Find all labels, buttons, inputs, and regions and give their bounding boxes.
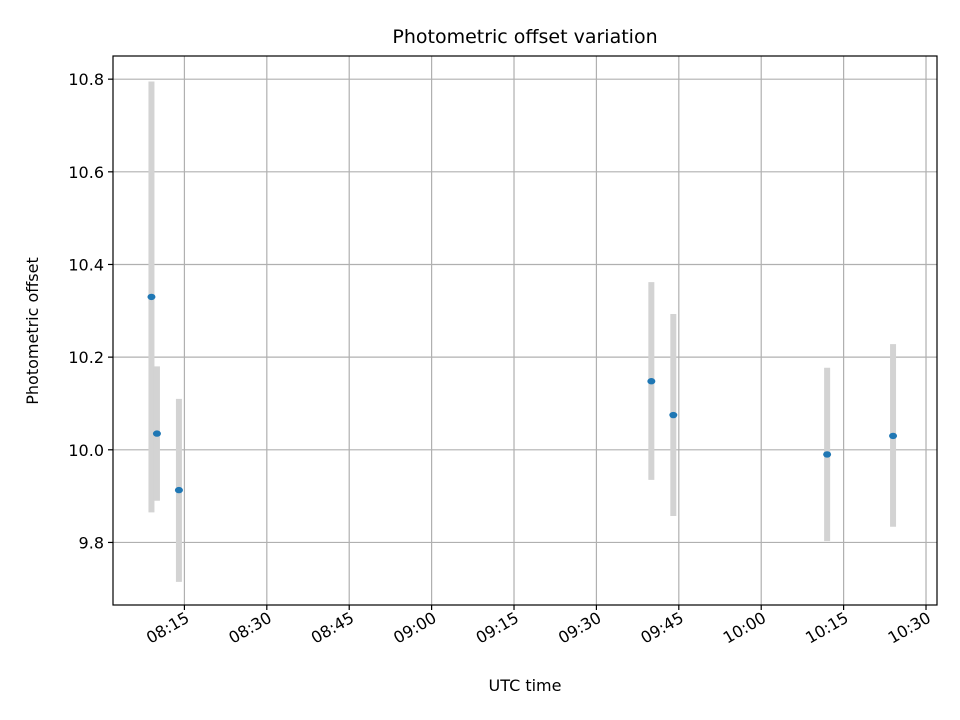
x-tick-label: 09:30: [555, 608, 604, 648]
grid: [113, 56, 937, 605]
data-point: [147, 293, 156, 301]
y-tick-label: 10.2: [68, 348, 104, 367]
data-point: [152, 430, 161, 437]
x-axis-label: UTC time: [489, 676, 562, 695]
y-tick-label: 9.8: [79, 533, 104, 552]
x-tick-label: 08:30: [225, 608, 274, 648]
plot-frame: [112, 55, 938, 606]
x-tick-label: 09:45: [637, 608, 686, 648]
y-tick-label: 10.0: [68, 441, 104, 460]
y-tick-label: 10.6: [68, 163, 104, 182]
data-point: [174, 486, 183, 494]
y-axis-label: Photometric offset: [23, 257, 42, 405]
data-point: [647, 378, 656, 385]
y-tick-label: 10.8: [68, 70, 104, 89]
x-tick-label: 08:15: [143, 608, 192, 648]
data-point: [889, 432, 898, 440]
x-tick-label: 09:00: [390, 608, 439, 648]
data-point: [669, 411, 678, 419]
axis-ticks: 08:15 08:30 08:45 09:00 09:15 09:30 09:45 10:00…: [68, 70, 934, 647]
data-point: [823, 451, 832, 458]
data-points: [147, 293, 898, 494]
error-bars: [148, 81, 897, 582]
x-tick-label: 10:00: [720, 608, 769, 648]
x-tick-label: 08:45: [308, 608, 357, 648]
x-tick-label: 09:15: [473, 608, 522, 648]
x-tick-label: 10:30: [885, 608, 934, 648]
chart-title: Photometric offset variation: [392, 26, 657, 48]
x-tick-label: 10:15: [802, 608, 851, 648]
y-tick-label: 10.4: [68, 255, 104, 274]
